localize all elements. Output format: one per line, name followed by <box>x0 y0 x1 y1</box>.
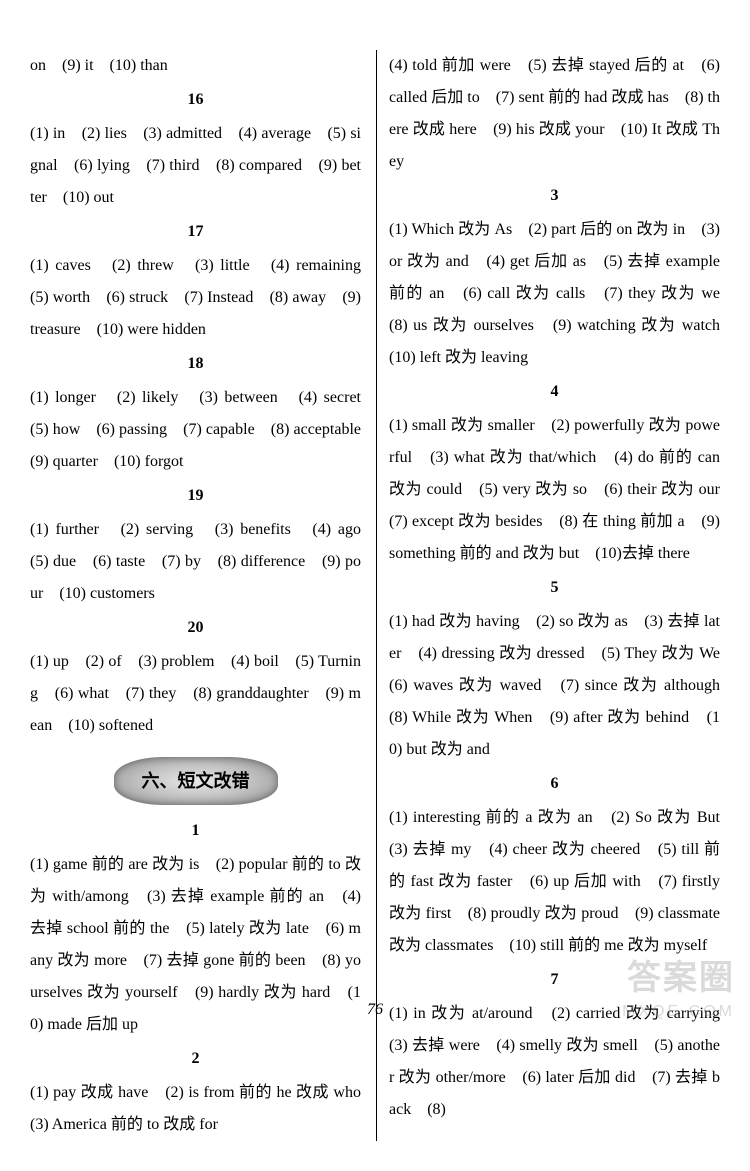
section-number-20: 20 <box>30 612 361 644</box>
watermark-sub: MXQE.COM <box>622 1003 735 1021</box>
section-6-title: 六、短文改错 <box>114 757 278 805</box>
section-16-answers: (1) in (2) lies (3) admitted (4) average… <box>30 118 361 214</box>
continuation-text-right: (4) told 前加 were (5) 去掉 stayed 后的 at (6)… <box>389 50 720 178</box>
exercise-number-5: 5 <box>389 572 720 604</box>
section-number-18: 18 <box>30 348 361 380</box>
exercise-4-answers: (1) small 改为 smaller (2) powerfully 改为 p… <box>389 410 720 570</box>
continuation-text: on (9) it (10) than <box>30 50 361 82</box>
exercise-3-answers: (1) Which 改为 As (2) part 后的 on 改为 in (3)… <box>389 214 720 374</box>
section-18-answers: (1) longer (2) likely (3) between (4) se… <box>30 382 361 478</box>
exercise-5-answers: (1) had 改为 having (2) so 改为 as (3) 去掉 la… <box>389 606 720 766</box>
section-17-answers: (1) caves (2) threw (3) little (4) remai… <box>30 250 361 346</box>
section-number-17: 17 <box>30 216 361 248</box>
section-number-19: 19 <box>30 480 361 512</box>
exercise-number-2: 2 <box>30 1043 361 1075</box>
section-20-answers: (1) up (2) of (3) problem (4) boil (5) T… <box>30 646 361 742</box>
exercise-6-answers: (1) interesting 前的 a 改为 an (2) So 改为 But… <box>389 802 720 962</box>
section-number-16: 16 <box>30 84 361 116</box>
exercise-number-3: 3 <box>389 180 720 212</box>
exercise-number-6: 6 <box>389 768 720 800</box>
exercise-2-answers: (1) pay 改成 have (2) is from 前的 he 改成 who… <box>30 1077 361 1141</box>
exercise-number-1: 1 <box>30 815 361 847</box>
watermark-main: 答案圈 <box>627 950 735 999</box>
section-19-answers: (1) further (2) serving (3) benefits (4)… <box>30 514 361 610</box>
exercise-number-4: 4 <box>389 376 720 408</box>
left-column: on (9) it (10) than 16 (1) in (2) lies (… <box>30 50 366 1141</box>
section-6-title-wrap: 六、短文改错 <box>30 757 361 805</box>
